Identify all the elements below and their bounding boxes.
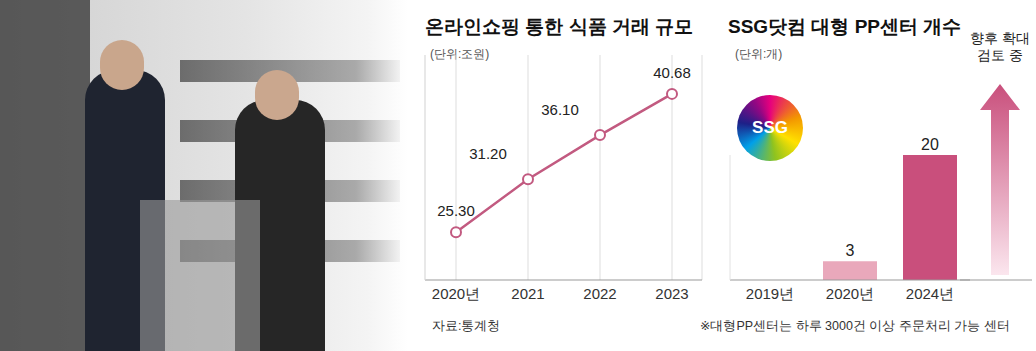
- svg-text:20: 20: [921, 136, 939, 153]
- svg-text:2021: 2021: [511, 285, 544, 302]
- html-text:SSG: SSG: [752, 118, 788, 137]
- html-text:온라인쇼핑 통한 식품 거래 규모: 온라인쇼핑 통한 식품 거래 규모: [425, 16, 694, 37]
- svg-text:3: 3: [846, 242, 855, 259]
- svg-text:2022: 2022: [583, 285, 616, 302]
- html-text:향후 확대 검토 중: 향후 확대 검토 중: [970, 30, 1030, 63]
- svg-text:2020년: 2020년: [826, 285, 874, 302]
- html-text:(단위:개): (단위:개): [735, 47, 783, 61]
- svg-text:2023: 2023: [655, 285, 688, 302]
- svg-text:2019년: 2019년: [746, 285, 794, 302]
- svg-text:36.10: 36.10: [541, 101, 579, 118]
- svg-text:40.68: 40.68: [653, 64, 691, 81]
- svg-text:25.30: 25.30: [437, 202, 475, 219]
- svg-text:2020년: 2020년: [432, 285, 480, 302]
- html-text:SSG닷컴 대형 PP센터 개수: SSG닷컴 대형 PP센터 개수: [728, 16, 962, 37]
- svg-text:31.20: 31.20: [469, 145, 507, 162]
- html-text:자료:통계청: 자료:통계청: [432, 319, 501, 333]
- html-text:※대형PP센터는 하루 3000건 이상 주문처리 가능 센: ※대형PP센터는 하루 3000건 이상 주문처리 가능 센터: [700, 319, 1010, 333]
- svg-text:2024년: 2024년: [906, 285, 954, 302]
- html-text:(단위:조원): (단위:조원): [430, 47, 490, 61]
